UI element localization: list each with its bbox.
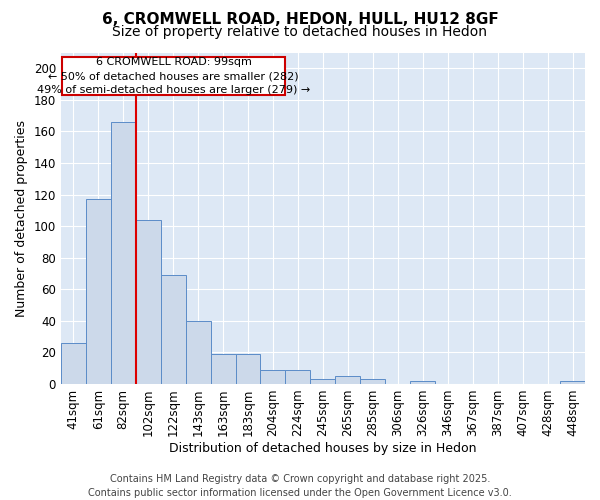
Text: Contains HM Land Registry data © Crown copyright and database right 2025.
Contai: Contains HM Land Registry data © Crown c… [88, 474, 512, 498]
Bar [310, 379, 335, 384]
Text: 6 CROMWELL ROAD: 99sqm
← 50% of detached houses are smaller (282)
49% of semi-de: 6 CROMWELL ROAD: 99sqm ← 50% of detached… [37, 57, 310, 95]
Bar [211, 354, 236, 384]
Bar [236, 354, 260, 384]
Bar [185, 321, 211, 384]
Bar [560, 381, 585, 384]
Bar [410, 381, 435, 384]
Bar [361, 379, 385, 384]
Bar [161, 275, 185, 384]
Bar [136, 220, 161, 384]
Text: Size of property relative to detached houses in Hedon: Size of property relative to detached ho… [113, 25, 487, 39]
Bar [111, 122, 136, 384]
Bar [61, 343, 86, 384]
Bar [335, 376, 361, 384]
X-axis label: Distribution of detached houses by size in Hedon: Distribution of detached houses by size … [169, 442, 476, 455]
FancyBboxPatch shape [62, 57, 286, 95]
Bar [86, 200, 111, 384]
Y-axis label: Number of detached properties: Number of detached properties [15, 120, 28, 316]
Text: 6, CROMWELL ROAD, HEDON, HULL, HU12 8GF: 6, CROMWELL ROAD, HEDON, HULL, HU12 8GF [101, 12, 499, 28]
Bar [286, 370, 310, 384]
Bar [260, 370, 286, 384]
